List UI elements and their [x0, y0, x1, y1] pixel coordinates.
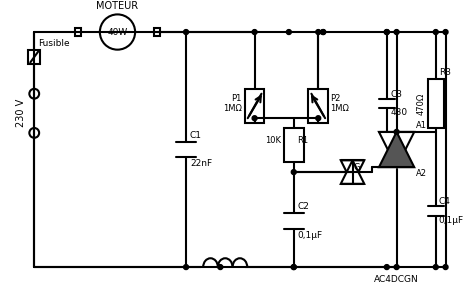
Text: 430: 430: [391, 108, 408, 118]
Circle shape: [154, 29, 159, 35]
Circle shape: [292, 170, 296, 174]
Circle shape: [321, 29, 326, 35]
Text: C2: C2: [298, 202, 310, 211]
Text: P2: P2: [330, 94, 340, 103]
Text: R3: R3: [439, 68, 451, 77]
Polygon shape: [379, 132, 414, 167]
Circle shape: [218, 265, 223, 269]
Circle shape: [394, 29, 399, 35]
Circle shape: [183, 265, 189, 269]
Text: 0,1µF: 0,1µF: [439, 216, 464, 225]
Circle shape: [292, 265, 296, 269]
Text: 10K: 10K: [265, 136, 281, 145]
Circle shape: [183, 29, 189, 35]
Circle shape: [384, 29, 389, 35]
Polygon shape: [379, 132, 414, 167]
Circle shape: [29, 89, 39, 99]
Circle shape: [433, 29, 438, 35]
Circle shape: [443, 265, 448, 269]
Bar: [28, 50, 40, 64]
Circle shape: [286, 29, 292, 35]
Bar: [245, 89, 264, 123]
Text: Fusible: Fusible: [38, 39, 70, 48]
Circle shape: [384, 29, 389, 35]
Circle shape: [252, 29, 257, 35]
Text: MOTEUR: MOTEUR: [96, 1, 138, 11]
Circle shape: [316, 29, 321, 35]
Bar: [284, 128, 303, 162]
Text: A1: A1: [416, 121, 427, 130]
Text: 470Ω: 470Ω: [417, 92, 426, 115]
Text: C3: C3: [391, 90, 403, 99]
Text: A2: A2: [416, 169, 427, 178]
Text: 40W: 40W: [108, 27, 128, 37]
Text: 230 V: 230 V: [17, 99, 27, 128]
Bar: [309, 89, 328, 123]
Circle shape: [252, 116, 257, 121]
Circle shape: [76, 29, 81, 35]
Text: C4: C4: [439, 197, 451, 206]
Bar: [75, 28, 81, 36]
Text: P1: P1: [231, 94, 242, 103]
Circle shape: [29, 128, 39, 138]
Text: C1: C1: [190, 131, 202, 140]
Polygon shape: [341, 160, 365, 184]
Polygon shape: [341, 160, 365, 184]
Text: 0,1µF: 0,1µF: [298, 231, 323, 240]
Text: AC4DCGN: AC4DCGN: [374, 275, 419, 284]
Circle shape: [433, 265, 438, 269]
Circle shape: [384, 265, 389, 269]
Text: G: G: [354, 163, 360, 172]
Text: 22nF: 22nF: [190, 159, 212, 168]
Circle shape: [316, 116, 321, 121]
Circle shape: [394, 265, 399, 269]
Circle shape: [394, 130, 399, 134]
Circle shape: [321, 29, 326, 35]
Circle shape: [292, 265, 296, 269]
Circle shape: [443, 29, 448, 35]
Text: 1MΩ: 1MΩ: [330, 104, 349, 113]
Text: R1: R1: [297, 136, 308, 145]
Bar: [154, 28, 160, 36]
Circle shape: [100, 14, 135, 50]
Text: 1MΩ: 1MΩ: [223, 104, 242, 113]
Bar: [428, 79, 444, 128]
